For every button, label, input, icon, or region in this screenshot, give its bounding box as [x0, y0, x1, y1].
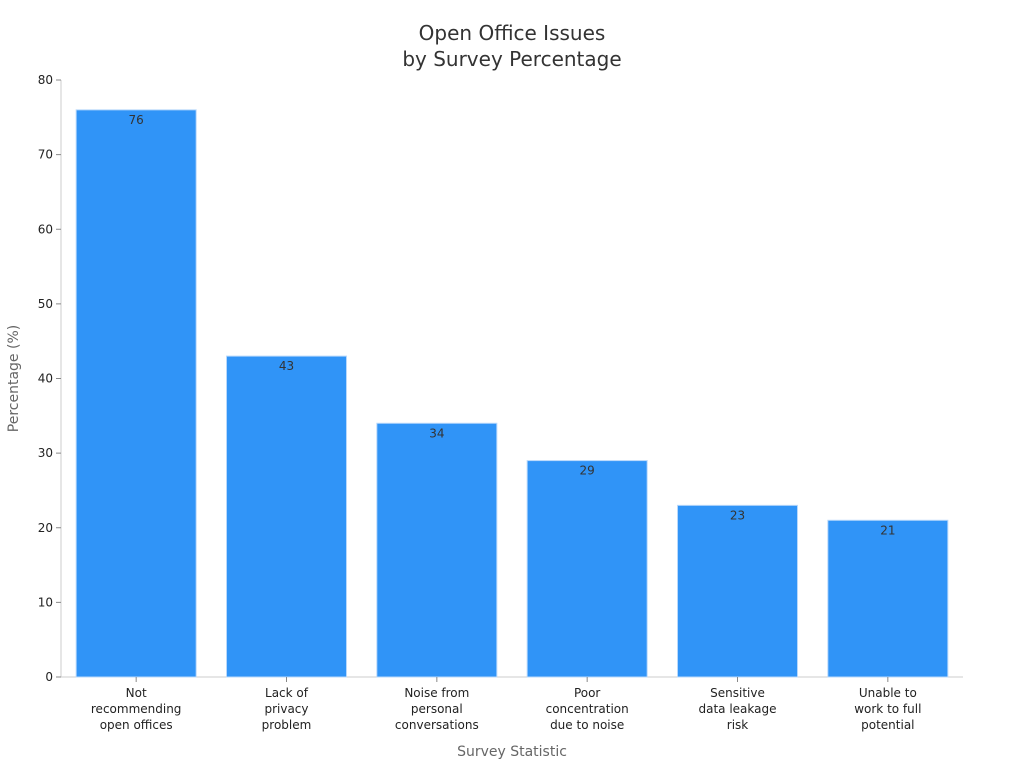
bar-value-label: 43 — [279, 359, 294, 373]
y-tick-label: 60 — [38, 222, 53, 236]
bar — [526, 460, 648, 678]
x-tick-label-line: problem — [262, 718, 312, 732]
x-axis-ticks: Not recommending open offices Lack of privac… — [91, 677, 921, 732]
bar-value-label: 29 — [580, 464, 595, 478]
x-tick-label: Noise from personal conversations — [395, 686, 479, 732]
x-tick-label: Lack of privacy problem — [262, 686, 312, 732]
y-axis-ticks: 0 10 20 30 40 50 60 70 80 — [38, 73, 61, 684]
x-tick-label: Sensitive data leakage risk — [698, 686, 776, 732]
x-tick-label-line: Sensitive — [710, 686, 765, 700]
x-tick-label-line: Lack of — [265, 686, 309, 700]
x-tick-label: Not recommending open offices — [91, 686, 182, 732]
x-axis-title: Survey Statistic — [457, 744, 567, 760]
x-tick-label-line: potential — [861, 718, 914, 732]
x-tick-label-line: work to full — [854, 702, 921, 716]
bar — [827, 519, 949, 678]
bar-value-label: 23 — [730, 508, 745, 522]
data-labels: 76 43 34 29 23 21 — [129, 113, 896, 537]
x-tick-label-line: risk — [727, 718, 749, 732]
x-tick-label-line: Unable to — [859, 686, 917, 700]
x-tick-label-line: personal — [411, 702, 463, 716]
x-tick-label-line: recommending — [91, 702, 182, 716]
x-tick-label-line: Noise from — [404, 686, 469, 700]
y-tick-label: 80 — [38, 73, 53, 87]
x-tick-label-line: data leakage — [698, 702, 776, 716]
x-tick-label-line: conversations — [395, 718, 479, 732]
x-tick-label-line: Not — [126, 686, 147, 700]
y-tick-label: 30 — [38, 446, 53, 460]
y-tick-label: 50 — [38, 297, 53, 311]
bar-value-label: 21 — [880, 523, 895, 537]
bar — [226, 355, 347, 678]
plot-area: 0 10 20 30 40 50 60 70 80 76 43 34 29 23 21 Not recomm… — [38, 73, 963, 732]
bar-value-label: 34 — [429, 426, 444, 440]
x-tick-label-line: privacy — [264, 702, 308, 716]
x-tick-label: Unable to work to full potential — [854, 686, 921, 732]
y-tick-label: 10 — [38, 595, 53, 609]
bar — [376, 422, 498, 678]
x-tick-label-line: concentration — [546, 702, 629, 716]
y-tick-label: 20 — [38, 521, 53, 535]
y-tick-label: 0 — [45, 670, 53, 684]
chart-title-line: Open Office Issues — [419, 21, 606, 45]
y-tick-label: 40 — [38, 372, 53, 386]
x-tick-label-line: due to noise — [550, 718, 624, 732]
bar-value-label: 76 — [129, 113, 144, 127]
x-tick-label-line: Poor — [574, 686, 600, 700]
bar — [75, 109, 197, 678]
y-tick-label: 70 — [38, 148, 53, 162]
bar — [677, 504, 798, 678]
x-tick-label-line: open offices — [100, 718, 173, 732]
x-tick-label: Poor concentration due to noise — [546, 686, 629, 732]
y-axis-title: Percentage (%) — [6, 325, 22, 432]
bars — [75, 109, 949, 678]
chart-title-line: by Survey Percentage — [402, 47, 621, 71]
